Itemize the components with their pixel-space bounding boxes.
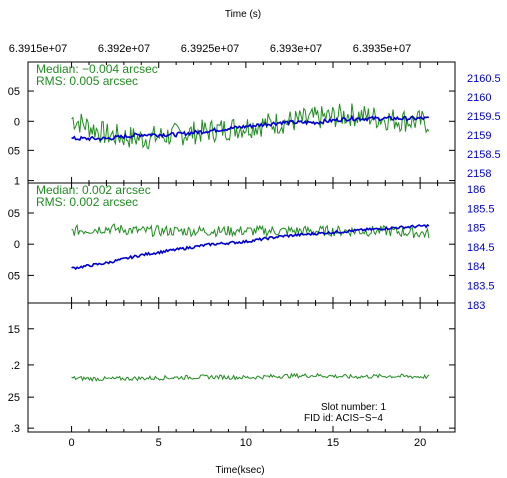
panel-2: 05 0 05 186 185.5 185 184.5 184 183.5 183 Median: … [8,182,495,312]
y-tick-label: 0 [14,116,20,128]
y-tick-label: 05 [8,208,20,220]
y-tick-label: 0 [14,239,20,251]
y-tick-label: 05 [8,145,20,157]
right-tick-label: 183.5 [467,281,495,293]
right-tick-label: 2159 [467,130,491,142]
top-tick-label: 6.393e+07 [270,43,322,55]
right-tick-label: 183 [467,300,485,312]
y-tick-label: 05 [8,270,20,282]
right-tick-label: 184 [467,261,485,273]
panel-annotation: Slot number: 1 [321,402,386,413]
top-tick-label: 6.3915e+07 [9,43,67,55]
right-tick-label: 2159.5 [467,111,501,123]
y-tick-label: 05 [8,86,20,98]
y-tick-label: 25 [8,392,20,404]
panel-annotation: RMS: 0.002 arcsec [36,195,138,209]
x-tick-label: 10 [240,437,252,449]
panel-annotation: Median: 0.002 arcsec [36,183,151,197]
right-tick-label: 2160.5 [467,73,501,85]
y-tick-label: .3 [11,423,20,435]
x-tick-label: 20 [414,437,426,449]
series-line-1 [71,223,430,239]
y-tick-label: 15 [8,324,20,336]
right-tick-label: 185.5 [467,203,495,215]
panels: 05 0 05 1 2160.5 2160 2159.5 2159 2158.5 2158 Medi… [8,61,501,435]
top-axis-ticks: 6.3915e+07 6.392e+07 6.3925e+07 6.393e+07 6.… [9,43,411,55]
right-tick-label: 184.5 [467,242,495,254]
panel-annotation: Median: −0.004 arcsec [36,62,158,76]
x-tick-label: 15 [327,437,339,449]
panel-annotation: FID id: ACIS−S−4 [304,413,383,424]
right-tick-label: 186 [467,184,485,196]
series-line-1 [71,372,430,383]
bottom-axis-title: Time(ksec) [215,465,264,476]
right-tick-label: 2158 [467,168,491,180]
panel-frame [27,302,456,433]
top-tick-label: 6.3925e+07 [181,43,239,55]
panel-annotation: RMS: 0.005 arcsec [36,74,138,88]
y-tick-label: .2 [11,360,20,372]
bottom-axis-ticks: 0 5 10 15 20 [69,437,427,449]
panel-1: 05 0 05 1 2160.5 2160 2159.5 2159 2158.5 2158 Medi… [8,61,501,188]
top-tick-label: 6.392e+07 [98,43,150,55]
right-tick-label: 185 [467,223,485,235]
right-tick-label: 2160 [467,92,491,104]
top-tick-label: 6.3935e+07 [353,43,411,55]
series-line-1 [71,103,430,150]
x-tick-label: 5 [156,437,162,449]
y-tick-label: 1 [14,176,20,188]
x-tick-label: 0 [69,437,75,449]
top-axis-title: Time (s) [225,9,261,20]
right-tick-label: 2158.5 [467,149,501,161]
series-line-2 [71,114,430,142]
series-line-2 [71,223,430,271]
